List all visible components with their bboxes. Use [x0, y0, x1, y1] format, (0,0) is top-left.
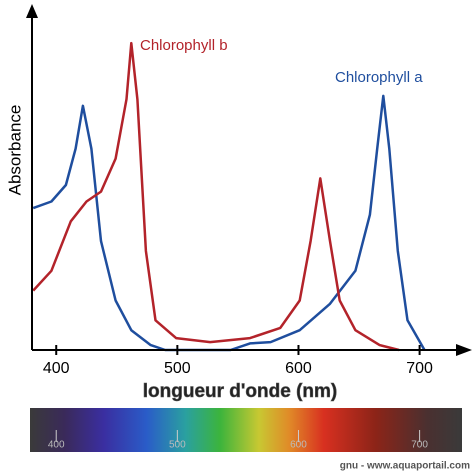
x-tick-label: 400	[43, 360, 70, 377]
credit: gnu - www.aquaportail.com	[340, 461, 470, 472]
y-axis-arrow	[26, 4, 38, 18]
x-tick-label: 600	[285, 360, 312, 377]
spectrum-label: 700	[411, 440, 428, 451]
plot-area	[32, 41, 426, 352]
spectrum-line	[32, 41, 400, 352]
series-label: Chlorophyll b	[140, 37, 228, 54]
series-label: Chlorophyll a	[335, 69, 423, 86]
x-axis-arrow	[456, 344, 472, 356]
y-axis-label: Absorbance	[5, 105, 24, 196]
spectrum-line	[32, 94, 426, 352]
spectrum-label: 600	[290, 440, 307, 451]
spectrum-label: 500	[169, 440, 186, 451]
x-tick-label: 700	[406, 360, 433, 377]
spectrum-label: 400	[48, 440, 65, 451]
spectrum-bar	[30, 408, 462, 452]
x-axis-label: longueur d'onde (nm)	[143, 381, 338, 402]
x-tick-label: 500	[164, 360, 191, 377]
